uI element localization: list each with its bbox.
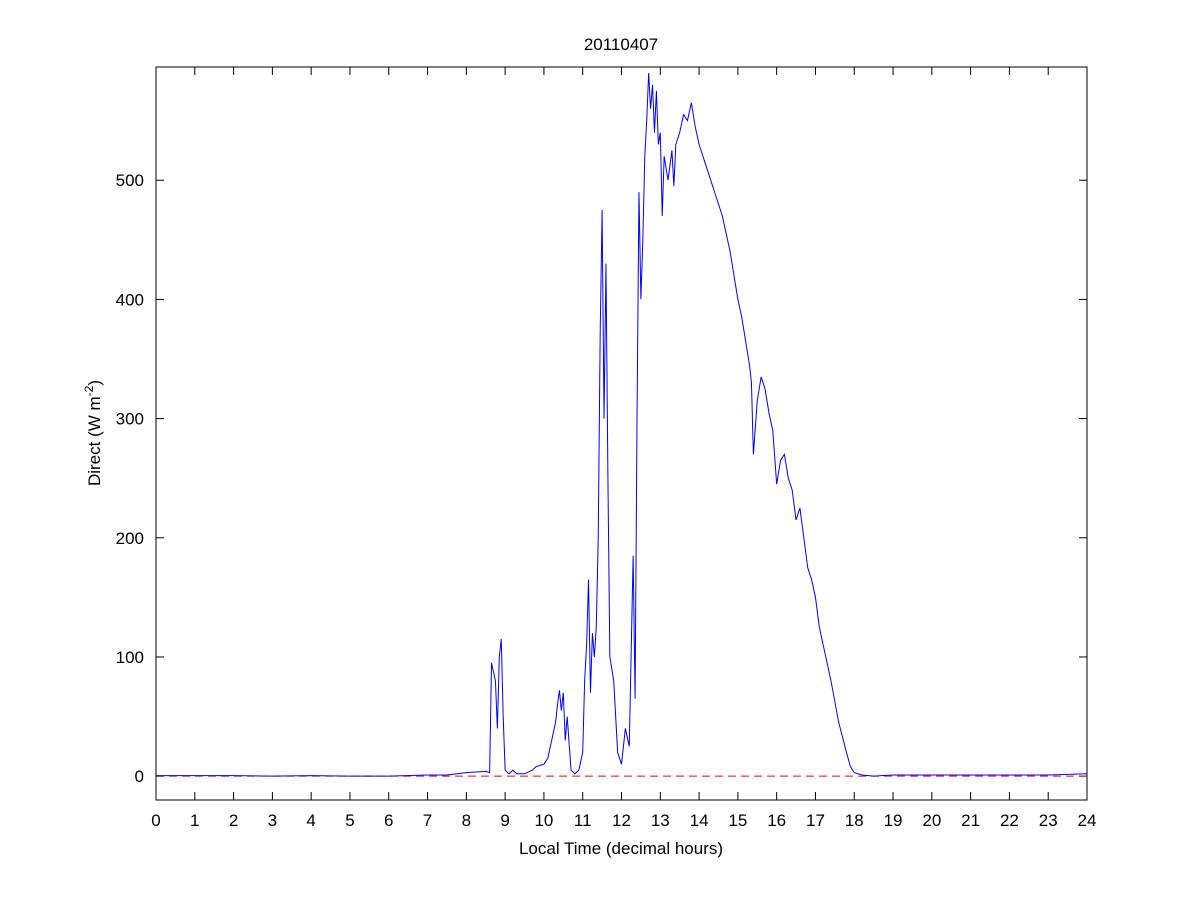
y-label-suffix: ) xyxy=(85,380,104,386)
x-tick-label: 23 xyxy=(1039,811,1058,830)
y-label-text: Direct (W m xyxy=(85,396,104,486)
x-tick-label: 17 xyxy=(806,811,825,830)
x-tick-label: 6 xyxy=(384,811,393,830)
y-tick-label: 300 xyxy=(116,410,144,429)
y-tick-label: 0 xyxy=(135,767,144,786)
x-tick-label: 21 xyxy=(961,811,980,830)
y-tick-label: 400 xyxy=(116,290,144,309)
x-tick-label: 1 xyxy=(190,811,199,830)
x-tick-label: 22 xyxy=(1000,811,1019,830)
x-tick-label: 24 xyxy=(1078,811,1097,830)
x-tick-label: 7 xyxy=(423,811,432,830)
x-tick-label: 12 xyxy=(612,811,631,830)
x-tick-label: 3 xyxy=(268,811,277,830)
y-tick-label: 200 xyxy=(116,529,144,548)
x-tick-label: 10 xyxy=(534,811,553,830)
x-tick-label: 11 xyxy=(574,811,592,830)
x-tick-label: 19 xyxy=(884,811,903,830)
data-line xyxy=(156,72,1088,777)
x-tick-label: 4 xyxy=(306,811,315,830)
x-tick-label: 18 xyxy=(845,811,864,830)
x-tick-label: 14 xyxy=(690,811,709,830)
x-tick-label: 9 xyxy=(500,811,509,830)
y-axis-label: Direct (W m-2) xyxy=(82,380,104,486)
y-tick-label: 500 xyxy=(116,171,144,190)
y-label-superscript: -2 xyxy=(82,385,96,396)
x-tick-label: 15 xyxy=(728,811,747,830)
x-tick-label: 2 xyxy=(229,811,238,830)
x-tick-label: 8 xyxy=(462,811,471,830)
x-axis-label: Local Time (decimal hours) xyxy=(519,839,723,858)
chart-title: 20110407 xyxy=(584,35,658,54)
y-tick-label: 100 xyxy=(116,648,144,667)
x-tick-label: 20 xyxy=(922,811,941,830)
x-tick-label: 16 xyxy=(767,811,786,830)
x-tick-label: 13 xyxy=(651,811,670,830)
x-tick-label: 5 xyxy=(345,811,354,830)
x-tick-label: 0 xyxy=(151,811,160,830)
plot-frame xyxy=(155,66,1088,801)
